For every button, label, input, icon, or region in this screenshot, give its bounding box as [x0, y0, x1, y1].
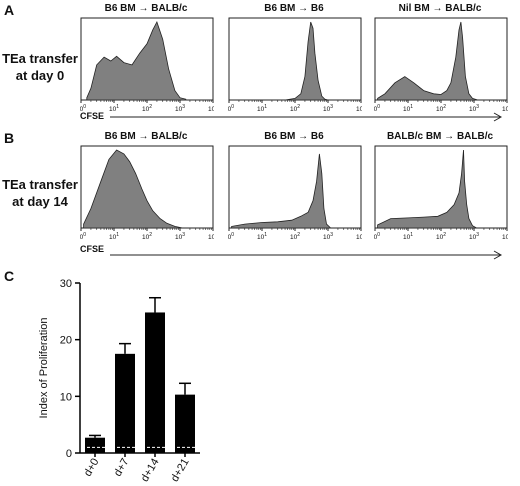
- histogram-area: [231, 153, 332, 229]
- tick-label: 101: [109, 232, 119, 241]
- bar: [115, 353, 135, 453]
- hist-title-a3: Nil BM → BALB/c: [398, 3, 482, 14]
- tick-label: 102: [436, 104, 446, 113]
- tick-label: 101: [109, 104, 119, 113]
- histogram-area: [377, 21, 478, 101]
- tick-label: 103: [469, 232, 479, 241]
- tick-label: 100: [374, 104, 380, 113]
- y-tick-label: 20: [60, 335, 72, 347]
- tick-label: 102: [142, 104, 152, 113]
- hist-title-b3: BALB/c BM → BALB/c: [386, 131, 494, 142]
- panel-letter-b: B: [4, 130, 15, 146]
- tick-label: 103: [323, 104, 333, 113]
- row-label-b: TEa transfer at day 14: [0, 176, 80, 210]
- tick-label: 104: [502, 232, 508, 241]
- tick-label: 100: [80, 232, 86, 241]
- y-tick-label: 0: [66, 448, 72, 460]
- bar-chart-c: 0 10 20 30 Index of Proliferation d+0 d+7 d+14 d…: [38, 278, 200, 484]
- hist-title-a2: B6 BM → B6: [264, 3, 324, 14]
- tick-label: 103: [175, 104, 185, 113]
- y-axis-label: Index of Proliferation: [38, 318, 50, 419]
- panel-letter-c: C: [4, 268, 15, 284]
- tick-label: 100: [228, 232, 234, 241]
- tick-label: 102: [290, 232, 300, 241]
- row-label-b-line1: TEa transfer: [2, 177, 78, 192]
- histogram-a3: 100 101 102 103 104: [374, 17, 508, 113]
- tick-label: 104: [356, 232, 362, 241]
- histogram-area: [377, 149, 479, 229]
- tick-label: 102: [436, 232, 446, 241]
- row-label-b-line2: at day 14: [12, 194, 68, 209]
- y-tick-label: 30: [60, 278, 72, 290]
- row-label-a: TEa transfer at day 0: [0, 50, 80, 84]
- histogram-a1: 100 101 102 103 104: [80, 17, 214, 113]
- hist-title-a1: B6 BM → BALB/c: [104, 3, 188, 14]
- tick-label: 101: [403, 104, 413, 113]
- hist-title-b2: B6 BM → B6: [264, 131, 324, 142]
- histogram-area: [86, 20, 187, 101]
- tick-label: 104: [356, 104, 362, 113]
- histogram-b1: 100 101 102 103 104: [80, 145, 214, 241]
- tick-label: 102: [290, 104, 300, 113]
- y-tick-label: 10: [60, 391, 72, 403]
- tick-label: 103: [175, 232, 185, 241]
- tick-label: 104: [502, 104, 508, 113]
- bar: [85, 437, 105, 453]
- histogram-area: [285, 21, 329, 101]
- tick-label: 101: [403, 232, 413, 241]
- row-label-a-line1: TEa transfer: [2, 51, 78, 66]
- histogram-b3: 100 101 102 103 104: [374, 145, 508, 241]
- row-label-a-line2: at day 0: [15, 68, 65, 83]
- x-tick-label: d+21: [169, 457, 192, 484]
- bar: [145, 312, 165, 453]
- hist-title-b1: B6 BM → BALB/c: [104, 131, 188, 142]
- bar: [175, 394, 195, 453]
- histogram-frame: [228, 17, 362, 101]
- cfse-label-a: CFSE: [80, 111, 105, 121]
- histogram-frame: [228, 145, 362, 229]
- tick-label: 100: [80, 104, 86, 113]
- tick-label: 103: [469, 104, 479, 113]
- histogram-a2: 100 101 102 103 104: [228, 17, 362, 113]
- tick-label: 103: [323, 232, 333, 241]
- x-tick-label: d+0: [82, 457, 102, 479]
- histogram-area: [83, 149, 183, 229]
- panel-letter-a: A: [4, 2, 15, 18]
- tick-label: 101: [257, 232, 267, 241]
- histogram-b2: 100 101 102 103 104: [228, 145, 362, 241]
- tick-label: 102: [142, 232, 152, 241]
- tick-label: 104: [208, 232, 214, 241]
- tick-label: 100: [228, 104, 234, 113]
- x-tick-label: d+14: [139, 457, 162, 484]
- x-tick-label: d+7: [112, 457, 132, 479]
- tick-label: 104: [208, 104, 214, 113]
- cfse-arrow-b: [110, 250, 503, 260]
- cfse-label-b: CFSE: [80, 244, 105, 254]
- tick-label: 101: [257, 104, 267, 113]
- cfse-arrow-a: [110, 112, 503, 122]
- tick-label: 100: [374, 232, 380, 241]
